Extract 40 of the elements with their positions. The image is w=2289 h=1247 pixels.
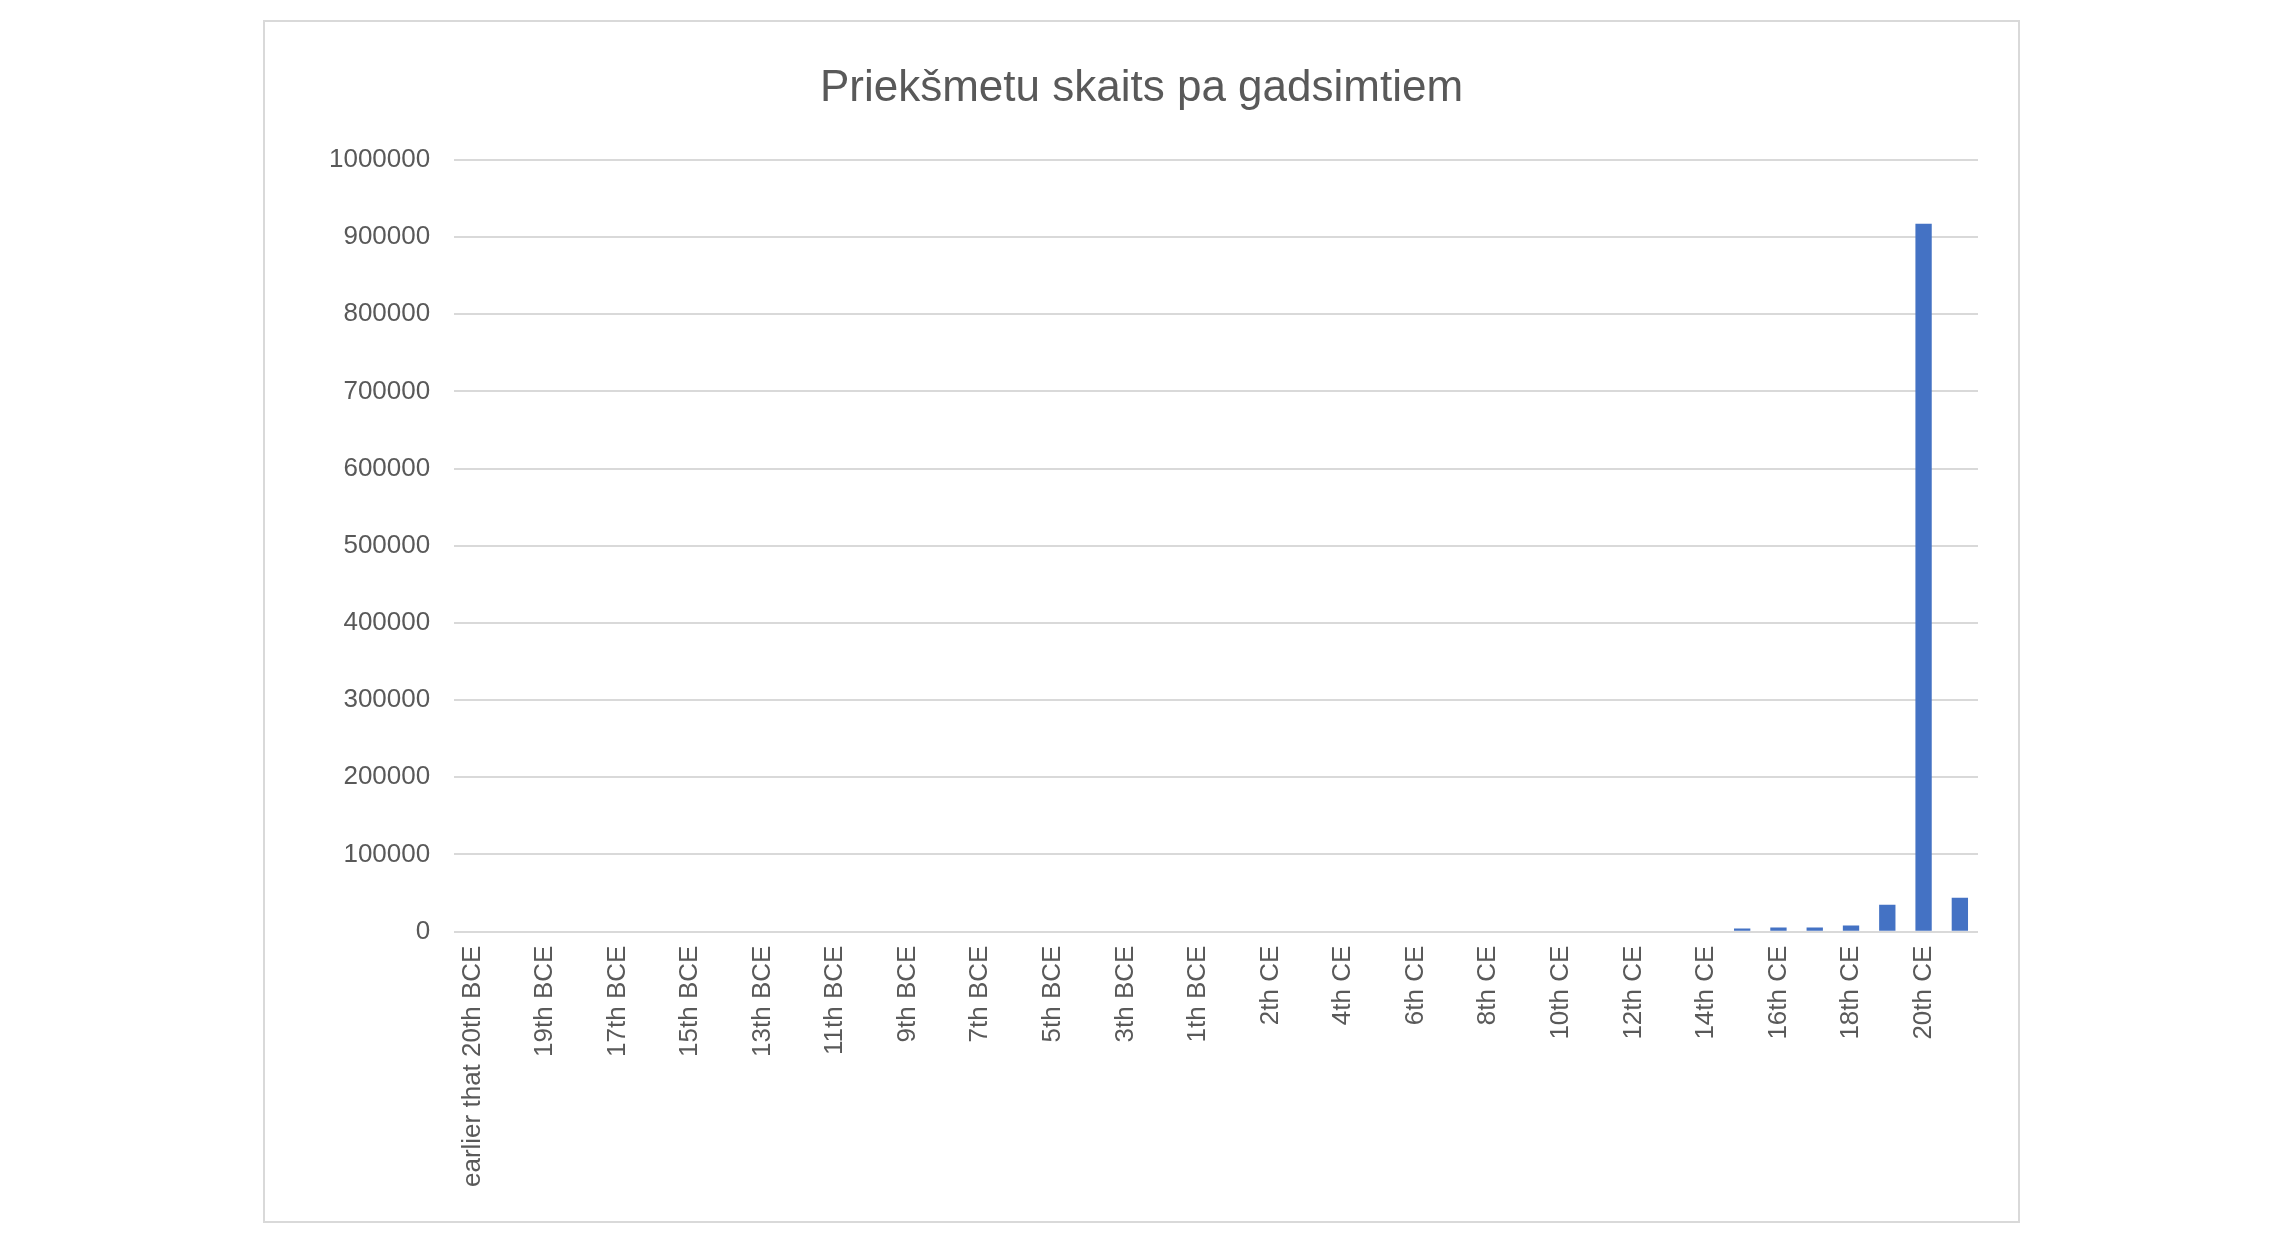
y-tick-label: 1000000 — [328, 142, 431, 173]
y-tick-label: 800000 — [343, 297, 431, 328]
x-tick-label: 11th BCE — [818, 945, 849, 1056]
x-tick-label: 8th CE — [1471, 945, 1502, 1026]
y-tick-label: 500000 — [343, 528, 431, 559]
bar — [1951, 897, 1969, 931]
x-tick-label: earlier that 20th BCE — [455, 945, 486, 1188]
x-tick-label: 13th BCE — [745, 945, 776, 1057]
y-tick-label: 100000 — [343, 837, 431, 868]
x-tick-label: 7th BCE — [963, 945, 994, 1043]
x-tick-label: 4th CE — [1326, 945, 1357, 1026]
x-tick-label: 6th CE — [1398, 945, 1429, 1026]
y-tick-label: 400000 — [343, 606, 431, 637]
x-tick-label: 12th CE — [1616, 945, 1647, 1040]
bar — [1770, 927, 1787, 931]
x-tick-label: 1th BCE — [1181, 945, 1212, 1043]
x-tick-label: 15th BCE — [673, 945, 704, 1057]
bar — [1879, 904, 1896, 931]
x-tick-label: 18th CE — [1834, 945, 1865, 1040]
bar — [1806, 927, 1823, 931]
y-tick-label: 700000 — [343, 374, 431, 405]
x-tick-label: 17th BCE — [600, 945, 631, 1057]
x-tick-label: 20th CE — [1906, 945, 1937, 1040]
chart-title: Priekšmetu skaits pa gadsimtiem — [819, 60, 1464, 110]
x-tick-label: 3th BCE — [1108, 945, 1139, 1043]
y-tick-label: 0 — [415, 914, 431, 945]
x-tick-label: 9th BCE — [890, 945, 921, 1043]
x-tick-label: 16th CE — [1761, 945, 1792, 1040]
x-tick-label: 14th CE — [1689, 945, 1720, 1040]
x-tick-label: 2th CE — [1253, 945, 1284, 1026]
y-tick-label: 600000 — [343, 451, 431, 482]
bar — [1915, 223, 1932, 931]
y-tick-label: 200000 — [343, 760, 431, 791]
y-tick-label: 900000 — [343, 220, 431, 251]
bar — [1842, 925, 1860, 931]
x-tick-label: 5th BCE — [1036, 945, 1067, 1043]
bar — [1734, 928, 1751, 931]
x-tick-label: 10th CE — [1543, 945, 1574, 1040]
x-tick-label: 19th BCE — [528, 945, 559, 1057]
y-tick-label: 300000 — [343, 683, 431, 714]
